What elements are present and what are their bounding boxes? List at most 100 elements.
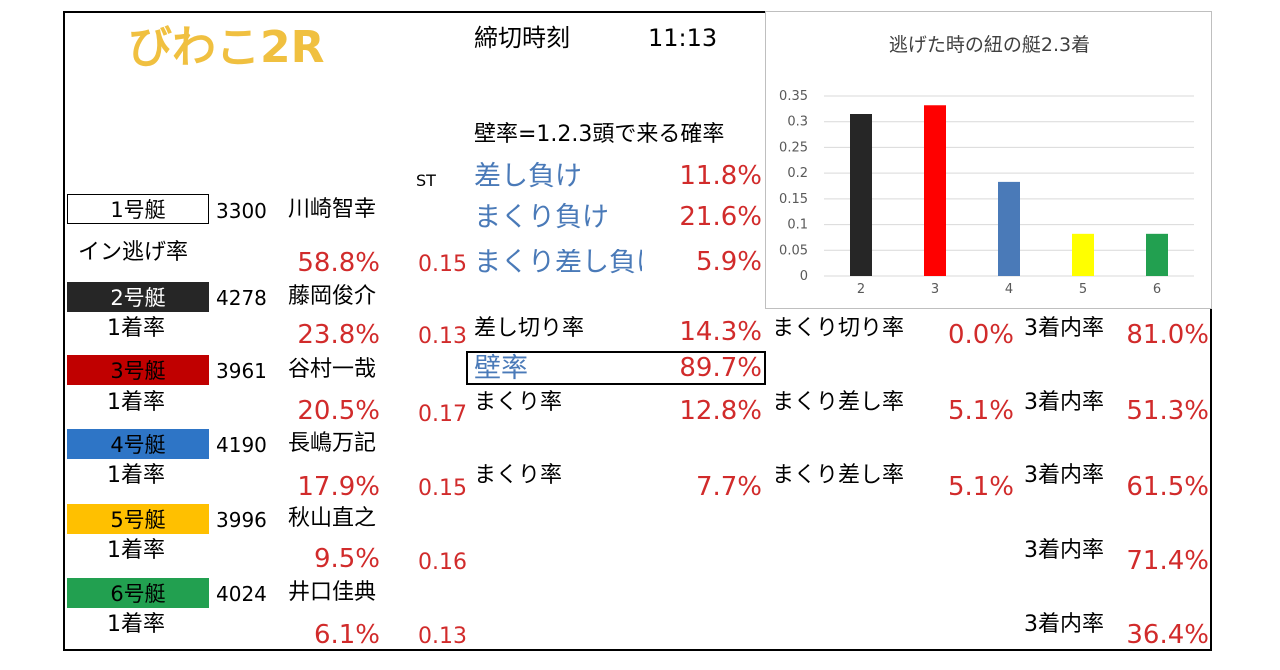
rate-label-5: 1着率 bbox=[107, 538, 165, 563]
top3-label-4: 3着内率 bbox=[1024, 463, 1104, 488]
x-tick-label: 2 bbox=[857, 282, 865, 297]
boat-label-1: 1号艇 bbox=[110, 198, 166, 222]
wall-rate-label: 壁率 bbox=[474, 353, 528, 384]
racer-name-5: 秋山直之 bbox=[288, 506, 377, 531]
st-value-2: 0.13 bbox=[418, 324, 467, 349]
boat-label-5: 5号艇 bbox=[110, 508, 166, 532]
rate-value-4: 17.9% bbox=[297, 472, 380, 502]
boat-label-3: 3号艇 bbox=[110, 359, 166, 383]
y-tick-label: 0.35 bbox=[779, 89, 808, 104]
top3-value-6: 36.4% bbox=[1126, 620, 1209, 650]
rate-label-1: イン逃げ率 bbox=[78, 240, 189, 265]
boat-label-2: 2号艇 bbox=[110, 286, 166, 310]
rate-value-2: 23.8% bbox=[297, 320, 380, 350]
bar-6 bbox=[1146, 233, 1168, 276]
makuri-label-4: まくり率 bbox=[474, 463, 563, 488]
x-tick-label: 3 bbox=[931, 282, 939, 297]
top3-label-2: 3着内率 bbox=[1024, 316, 1104, 341]
rate-value-5: 9.5% bbox=[313, 544, 380, 574]
rate-value-3: 20.5% bbox=[297, 396, 380, 426]
makuri-value-3: 12.8% bbox=[679, 396, 762, 426]
bar-3 bbox=[924, 105, 946, 276]
x-tick-label: 4 bbox=[1005, 282, 1013, 297]
makurisashi-label-3: まくり差し率 bbox=[772, 390, 905, 415]
st-value-1: 0.15 bbox=[418, 252, 467, 277]
racer-name-6: 井口佳典 bbox=[288, 580, 377, 605]
boat-box-3: 3号艇 bbox=[67, 355, 209, 385]
makurisashi-value-4: 5.1% bbox=[947, 472, 1014, 502]
y-tick-label: 0.1 bbox=[787, 218, 808, 233]
chart-panel: 逃げた時の紐の艇2.3着 0 0.05 0.1 0.15 0.2 0.25 0.3 0.35 … bbox=[765, 11, 1212, 309]
wall-item-value-0: 11.8% bbox=[679, 161, 762, 191]
st-value-5: 0.16 bbox=[418, 550, 467, 575]
racer-name-4: 長嶋万記 bbox=[288, 431, 377, 456]
racer-name-2: 藤岡俊介 bbox=[288, 284, 377, 309]
x-tick-label: 5 bbox=[1079, 282, 1087, 297]
racer-name-1: 川崎智幸 bbox=[288, 197, 377, 222]
racer-id-2: 4278 bbox=[216, 286, 267, 310]
y-tick-label: 0.3 bbox=[787, 115, 808, 130]
makurikiri-value: 0.0% bbox=[947, 320, 1014, 350]
boat-label-4: 4号艇 bbox=[110, 433, 166, 457]
deadline-time: 11:13 bbox=[648, 24, 718, 52]
makurisashi-value-3: 5.1% bbox=[947, 396, 1014, 426]
wall-rate-value: 89.7% bbox=[679, 353, 762, 383]
top3-label-3: 3着内率 bbox=[1024, 390, 1104, 415]
st-value-3: 0.17 bbox=[418, 402, 467, 427]
bar-5 bbox=[1072, 233, 1094, 276]
boat-box-2: 2号艇 bbox=[67, 282, 209, 312]
rate-value-1: 58.8% bbox=[297, 248, 380, 278]
boat-label-6: 6号艇 bbox=[110, 582, 166, 606]
top3-value-2: 81.0% bbox=[1126, 320, 1209, 350]
top3-value-4: 61.5% bbox=[1126, 472, 1209, 502]
chart-title: 逃げた時の紐の艇2.3着 bbox=[888, 34, 1091, 56]
rate-value-6: 6.1% bbox=[313, 620, 380, 650]
venue-title: びわこ2R bbox=[128, 22, 325, 73]
top3-label-5: 3着内率 bbox=[1024, 538, 1104, 563]
makuri-label-3: まくり率 bbox=[474, 390, 563, 415]
top3-label-6: 3着内率 bbox=[1024, 612, 1104, 637]
y-tick-label: 0 bbox=[800, 269, 808, 284]
st-value-4: 0.15 bbox=[418, 476, 467, 501]
boat-box-5: 5号艇 bbox=[67, 504, 209, 534]
racer-id-5: 3996 bbox=[216, 508, 267, 532]
sashikiri-label: 差し切り率 bbox=[474, 316, 585, 341]
rate-label-4: 1着率 bbox=[107, 463, 165, 488]
racer-id-6: 4024 bbox=[216, 582, 267, 606]
sashikiri-value: 14.3% bbox=[679, 317, 762, 347]
bar-4 bbox=[998, 181, 1020, 276]
boat-box-4: 4号艇 bbox=[67, 429, 209, 459]
deadline-label: 締切時刻 bbox=[474, 24, 570, 52]
wall-item-label-2: まくり差し負け bbox=[474, 249, 642, 276]
y-tick-label: 0.2 bbox=[787, 166, 808, 181]
racer-id-3: 3961 bbox=[216, 359, 267, 383]
top3-value-5: 71.4% bbox=[1126, 546, 1209, 576]
bar-chart: 0 0.05 0.1 0.15 0.2 0.25 0.3 0.35 2 3 4 5 6 bbox=[779, 89, 1194, 297]
wall-item-label-0: 差し負け bbox=[474, 161, 582, 192]
y-tick-label: 0.05 bbox=[779, 243, 808, 258]
boat-box-6: 6号艇 bbox=[67, 578, 209, 608]
makurisashi-label-4: まくり差し率 bbox=[772, 463, 905, 488]
wall-title: 壁率=1.2.3頭で来る確率 bbox=[474, 122, 725, 147]
wall-item-value-1: 21.6% bbox=[679, 202, 762, 232]
wall-item-label-1: まくり負け bbox=[474, 202, 609, 233]
wall-item-value-2: 5.9% bbox=[695, 247, 762, 277]
y-tick-label: 0.25 bbox=[779, 140, 808, 155]
makurikiri-label: まくり切り率 bbox=[772, 316, 905, 341]
rate-label-2: 1着率 bbox=[107, 316, 165, 341]
y-tick-label: 0.15 bbox=[779, 192, 808, 207]
racer-name-3: 谷村一哉 bbox=[288, 357, 377, 382]
sheet-frame bbox=[63, 11, 1212, 651]
racer-id-4: 4190 bbox=[216, 433, 267, 457]
top3-value-3: 51.3% bbox=[1126, 396, 1209, 426]
rate-label-3: 1着率 bbox=[107, 390, 165, 415]
makuri-value-4: 7.7% bbox=[695, 472, 762, 502]
racer-id-1: 3300 bbox=[216, 199, 267, 223]
boat-box-1: 1号艇 bbox=[67, 194, 209, 224]
st-header: ST bbox=[416, 171, 436, 190]
wall-rate-box bbox=[466, 351, 766, 385]
x-tick-label: 6 bbox=[1153, 282, 1161, 297]
bar-2 bbox=[850, 114, 872, 276]
st-value-6: 0.13 bbox=[418, 624, 467, 649]
rate-label-6: 1着率 bbox=[107, 612, 165, 637]
